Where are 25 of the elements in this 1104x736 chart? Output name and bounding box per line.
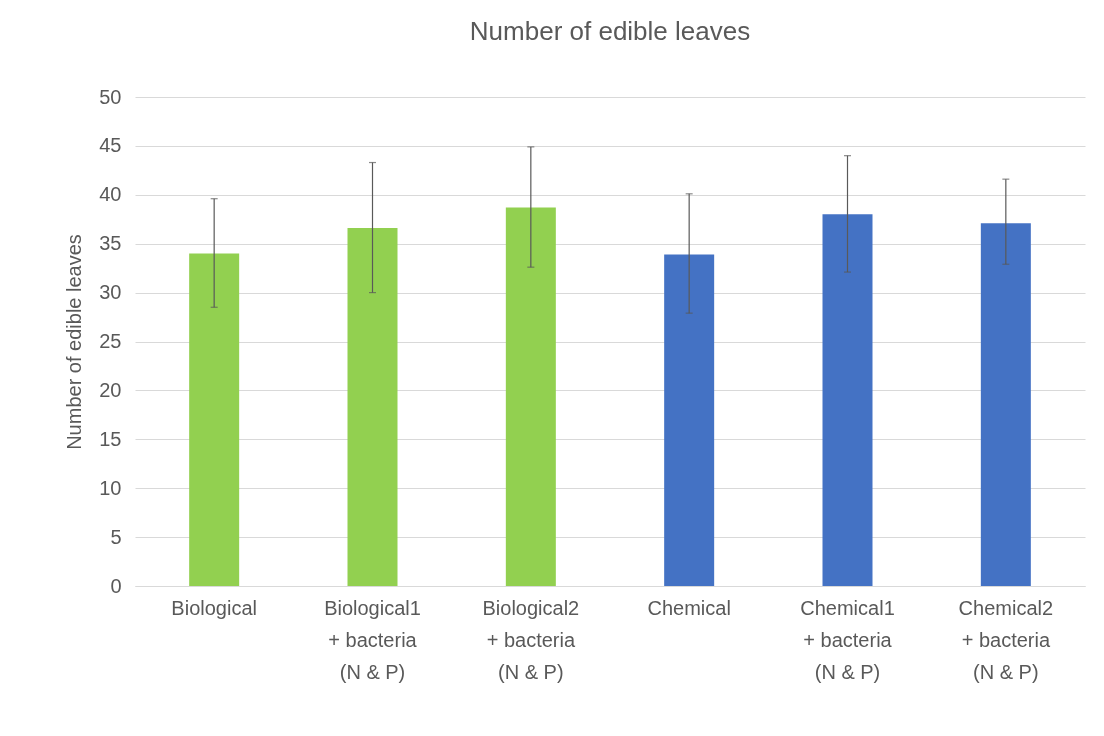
y-tick-label: 15 — [99, 427, 122, 450]
x-tick-label: Biological — [171, 596, 257, 619]
y-tick-label: 35 — [99, 232, 122, 255]
bar — [980, 223, 1031, 586]
bar — [347, 228, 398, 586]
bar — [822, 214, 873, 586]
y-tick-label: 50 — [99, 85, 122, 108]
y-tick-label: 5 — [110, 525, 122, 548]
x-tick-label: Chemical — [647, 596, 731, 619]
y-tick-label: 40 — [99, 183, 122, 206]
x-tick-label: Chemical2 + bacteria (N & P) — [958, 596, 1054, 683]
y-tick-label: 30 — [99, 281, 122, 304]
y-tick-label: 25 — [99, 330, 122, 352]
y-axis-title: Number of edible leaves — [63, 234, 86, 450]
chart-title: Number of edible leaves — [469, 16, 751, 46]
y-tick-label: 10 — [99, 476, 122, 499]
bar — [664, 254, 715, 586]
y-tick-label: 20 — [99, 378, 122, 401]
y-tick-label: 45 — [99, 134, 122, 157]
x-tick-label: Biological2 + bacteria (N & P) — [482, 596, 580, 683]
x-tick-label: Chemical1 + bacteria (N & P) — [800, 596, 895, 683]
bar — [189, 253, 240, 586]
x-tick-label: Biological1 + bacteria (N & P) — [324, 596, 421, 683]
bar — [505, 207, 556, 586]
y-tick-label: 0 — [110, 574, 122, 597]
